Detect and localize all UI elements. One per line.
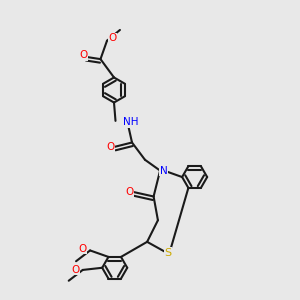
Text: O: O — [78, 244, 86, 254]
Text: O: O — [109, 33, 117, 43]
Text: O: O — [106, 142, 114, 152]
Text: N: N — [160, 166, 168, 176]
Text: NH: NH — [123, 117, 139, 128]
Text: O: O — [79, 50, 88, 61]
Text: S: S — [164, 248, 172, 258]
Text: O: O — [125, 187, 134, 196]
Text: O: O — [71, 265, 79, 275]
